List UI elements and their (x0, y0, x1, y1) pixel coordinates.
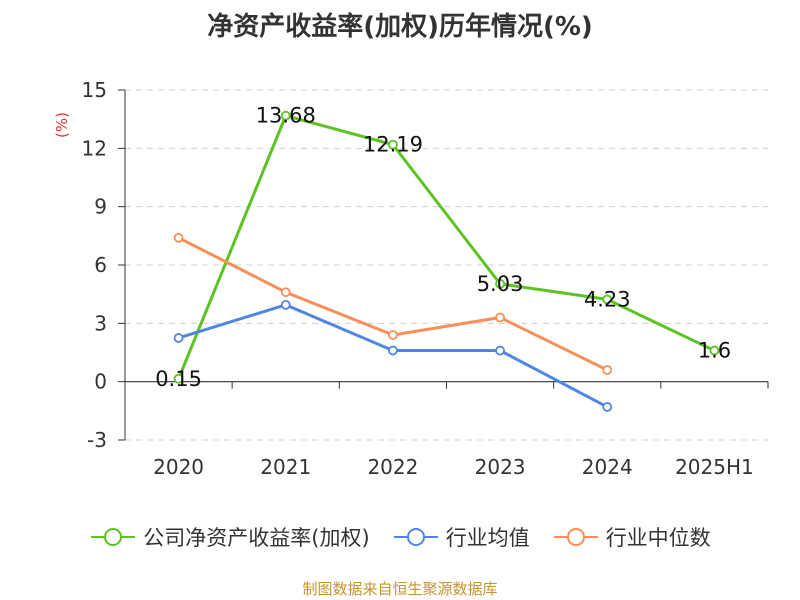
series-line (177, 114, 716, 380)
data-label: 4.23 (584, 287, 631, 311)
data-point (388, 139, 398, 150)
legend-item[interactable]: 公司净资产收益率(加权) (89, 522, 370, 552)
legend-circle (566, 528, 585, 546)
data-point (173, 333, 184, 343)
grid-lines (125, 89, 768, 441)
x-tick-label: 2025H1 (675, 455, 754, 479)
x-tick-label: 2020 (153, 455, 204, 479)
data-point (388, 345, 398, 356)
data-point (173, 373, 184, 384)
data-point (709, 345, 720, 356)
legend-item[interactable]: 行业中位数 (552, 522, 711, 552)
legend: 公司净资产收益率(加权) 行业均值 行业中位数 (0, 520, 800, 554)
data-point (602, 294, 613, 305)
y-tick-label: 6 (94, 253, 107, 277)
y-tick-label: 3 (94, 311, 107, 335)
legend-marker-icon (553, 528, 598, 546)
x-tick-label: 2024 (582, 455, 633, 479)
data-label: 13.68 (256, 104, 316, 128)
data-labels: 0.15 13.68 12.19 5.03 4.23 1.6 (155, 104, 731, 391)
series-line (178, 303, 608, 409)
y-tick-label: 9 (94, 195, 107, 219)
data-point (388, 330, 398, 340)
series-lines (173, 110, 720, 412)
x-tick-label: 2022 (367, 455, 418, 479)
legend-marker-icon (91, 528, 136, 546)
legend-label: 行业中位数 (605, 526, 711, 550)
data-label: 5.03 (477, 272, 524, 296)
data-label: 1.6 (698, 339, 731, 363)
data-point (280, 110, 291, 121)
legend-label: 行业均值 (445, 526, 530, 550)
data-label: 0.15 (155, 367, 202, 391)
y-tick-label: -3 (87, 428, 107, 452)
legend-circle (406, 528, 425, 546)
y-tick-label: 0 (94, 370, 107, 394)
legend-marker-icon (393, 528, 438, 546)
y-axis-label: (%) (53, 112, 71, 138)
data-point (602, 365, 613, 375)
data-point (280, 299, 291, 310)
data-point (495, 345, 505, 356)
data-label: 12.19 (363, 133, 423, 157)
data-point (602, 402, 613, 412)
legend-item[interactable]: 行业均值 (392, 522, 530, 552)
axes: -3 0 3 6 9 12 15 2020 2021 2022 2023 2024 2025H1 (82, 78, 769, 479)
x-tick-label: 2023 (475, 455, 526, 479)
data-point (173, 232, 184, 243)
legend-circle (104, 528, 123, 546)
data-source-note: 制图数据来自恒生聚源数据库 (302, 580, 498, 598)
chart-title: 净资产收益率(加权)历年情况(%) (207, 12, 593, 42)
y-tick-label: 12 (82, 136, 107, 160)
y-tick-label: 15 (82, 78, 107, 102)
legend-label: 公司净资产收益率(加权) (143, 526, 370, 550)
data-point (280, 287, 291, 298)
data-point (495, 278, 505, 289)
x-tick-label: 2021 (260, 455, 311, 479)
data-point (495, 312, 505, 323)
